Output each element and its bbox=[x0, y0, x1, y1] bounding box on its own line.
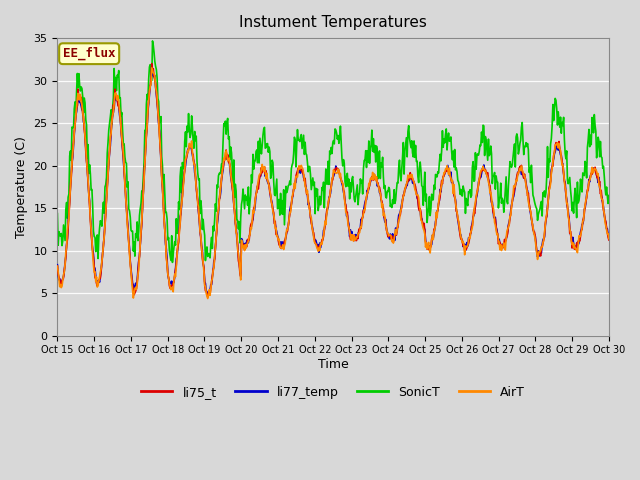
Line: li75_t: li75_t bbox=[58, 64, 609, 297]
Y-axis label: Temperature (C): Temperature (C) bbox=[15, 136, 28, 238]
AirT bbox=[418, 218, 426, 224]
li75_t bbox=[54, 263, 61, 269]
li77_temp bbox=[605, 235, 612, 240]
li75_t bbox=[120, 167, 128, 173]
li75_t bbox=[418, 217, 426, 223]
li77_temp bbox=[402, 186, 410, 192]
SonicT bbox=[54, 211, 61, 216]
li77_temp bbox=[148, 65, 156, 71]
Line: SonicT: SonicT bbox=[58, 41, 609, 263]
li77_temp bbox=[205, 291, 213, 297]
li75_t bbox=[177, 208, 185, 214]
SonicT bbox=[120, 141, 128, 147]
SonicT bbox=[168, 260, 176, 265]
SonicT bbox=[605, 192, 612, 198]
SonicT bbox=[207, 242, 214, 248]
AirT bbox=[605, 236, 612, 241]
li75_t bbox=[204, 294, 212, 300]
Text: EE_flux: EE_flux bbox=[63, 47, 115, 60]
Line: AirT: AirT bbox=[58, 68, 609, 299]
Line: li77_temp: li77_temp bbox=[58, 68, 609, 294]
li75_t bbox=[148, 61, 156, 67]
Title: Instument Temperatures: Instument Temperatures bbox=[239, 15, 427, 30]
li75_t bbox=[207, 285, 214, 290]
li77_temp bbox=[207, 282, 214, 288]
AirT bbox=[63, 227, 71, 232]
Legend: li75_t, li77_temp, SonicT, AirT: li75_t, li77_temp, SonicT, AirT bbox=[136, 381, 530, 404]
SonicT bbox=[418, 183, 426, 189]
SonicT bbox=[178, 190, 186, 196]
li77_temp bbox=[177, 211, 185, 217]
AirT bbox=[204, 296, 212, 301]
AirT bbox=[402, 184, 410, 190]
SonicT bbox=[63, 216, 71, 221]
AirT bbox=[120, 164, 128, 169]
li77_temp bbox=[54, 262, 61, 268]
li75_t bbox=[63, 237, 71, 243]
AirT bbox=[207, 286, 214, 292]
AirT bbox=[148, 65, 156, 71]
li75_t bbox=[605, 237, 612, 243]
SonicT bbox=[402, 142, 410, 147]
X-axis label: Time: Time bbox=[318, 358, 349, 371]
SonicT bbox=[148, 38, 156, 44]
AirT bbox=[54, 264, 61, 269]
li77_temp bbox=[418, 216, 426, 221]
li75_t bbox=[402, 185, 410, 191]
li77_temp bbox=[63, 236, 71, 241]
li77_temp bbox=[120, 169, 128, 175]
AirT bbox=[177, 206, 185, 212]
